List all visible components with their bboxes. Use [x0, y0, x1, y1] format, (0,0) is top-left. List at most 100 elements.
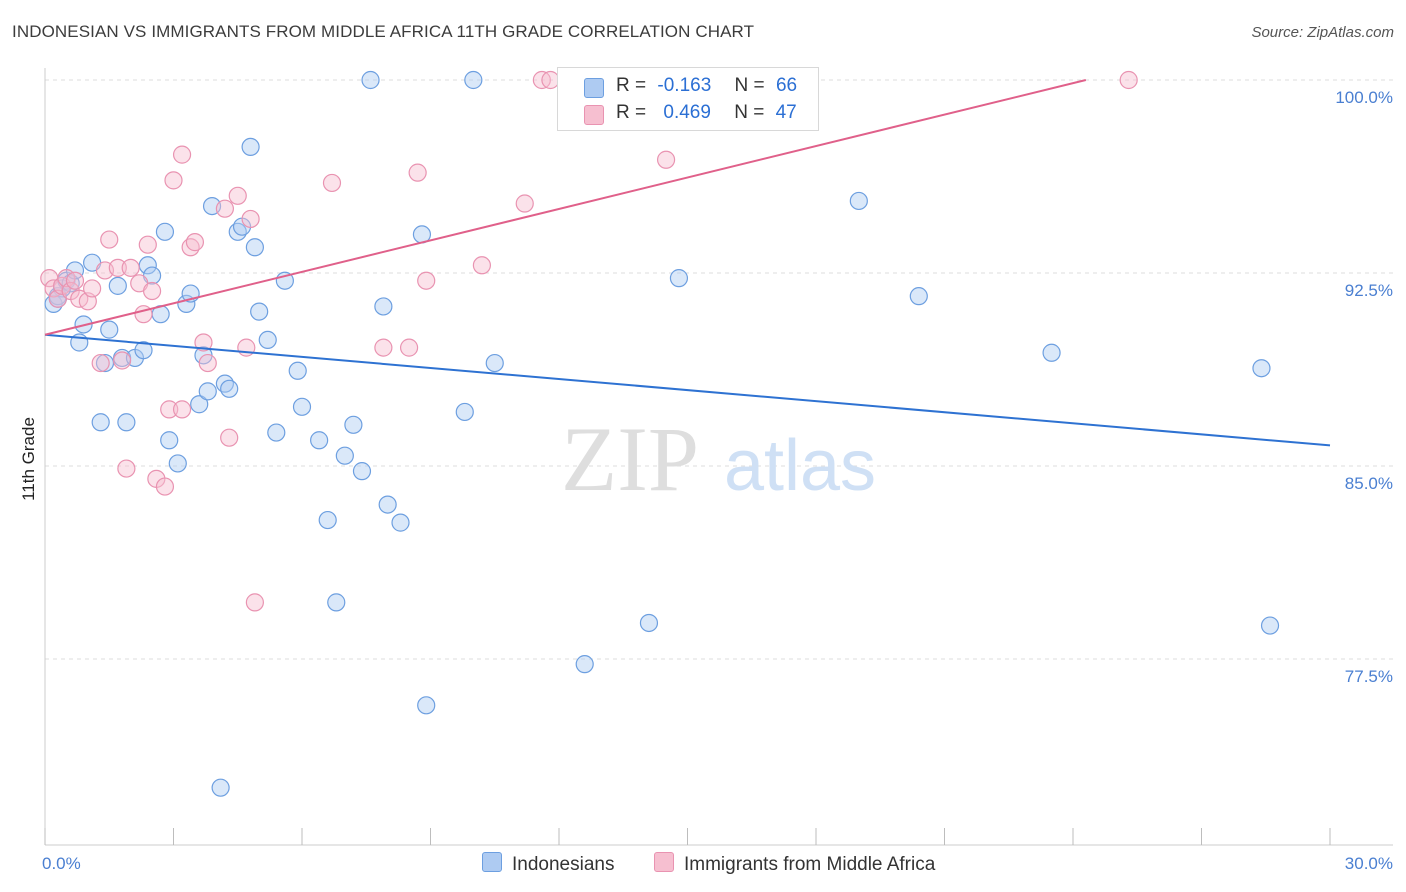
data-point-middle-africa [245, 593, 264, 612]
data-point-middle-africa [83, 279, 102, 298]
series-middle-africa-points [40, 70, 1138, 612]
data-point-middle-africa [417, 271, 436, 290]
data-point-middle-africa [194, 333, 213, 352]
watermark-atlas: atlas [724, 426, 876, 506]
chart-title: INDONESIAN VS IMMIGRANTS FROM MIDDLE AFR… [12, 22, 755, 41]
data-point-indonesians [1252, 359, 1271, 378]
data-point-indonesians [455, 402, 474, 422]
data-point-middle-africa [1119, 70, 1138, 90]
data-point-middle-africa [185, 233, 205, 252]
x-tick-label: 30.0% [1345, 854, 1393, 873]
data-point-indonesians [669, 269, 689, 288]
data-point-indonesians [198, 382, 217, 401]
data-point-middle-africa [198, 353, 217, 373]
data-point-indonesians [220, 379, 239, 398]
data-point-indonesians [100, 320, 119, 339]
data-point-indonesians [292, 397, 312, 416]
data-point-indonesians [250, 302, 269, 321]
x-tick-label: 0.0% [42, 854, 81, 873]
correlation-legend: R = -0.163 N = 66 R = 0.469 N = 47 [557, 67, 819, 131]
y-tick-label: 92.5% [1345, 281, 1393, 300]
data-point-indonesians [241, 137, 260, 157]
data-point-indonesians [190, 395, 209, 414]
trend-line-indonesians [44, 333, 1331, 447]
y-tick-label: 77.5% [1345, 667, 1393, 686]
data-point-middle-africa [117, 459, 136, 478]
legend-swatch-blue [584, 78, 604, 98]
data-point-middle-africa [215, 199, 234, 218]
data-point-indonesians [575, 655, 594, 674]
legend-r-value: -0.163 [657, 75, 712, 96]
data-point-indonesians [155, 222, 175, 241]
data-point-middle-africa [91, 353, 110, 373]
data-point-middle-africa [399, 338, 419, 357]
legend-label-middle-africa: Immigrants from Middle Africa [684, 854, 936, 875]
data-point-middle-africa [160, 400, 179, 419]
data-point-middle-africa [172, 145, 192, 164]
data-point-indonesians [134, 341, 153, 360]
data-point-middle-africa [322, 173, 342, 193]
data-point-middle-africa [138, 235, 157, 254]
y-axis-label: 11th Grade [19, 417, 38, 501]
data-point-indonesians [211, 778, 230, 797]
watermark-zip: ZIP [561, 408, 699, 510]
legend-r-label: R = [616, 75, 647, 96]
data-point-indonesians [327, 593, 346, 612]
legend-swatch-pink [654, 852, 674, 872]
data-point-indonesians [1042, 343, 1061, 362]
legend-row-indonesians: R = -0.163 N = 66 [584, 75, 798, 99]
data-point-indonesians [849, 191, 868, 211]
trend-line-middle-africa [44, 79, 1087, 336]
y-tick-label: 100.0% [1335, 88, 1393, 107]
data-point-middle-africa [108, 258, 127, 277]
data-point-indonesians [485, 353, 504, 373]
tick-labels: 77.5% 85.0% 92.5% 100.0% 0.0% 30.0% [42, 88, 1393, 873]
legend-swatch-pink [584, 105, 604, 125]
data-point-indonesians [91, 413, 110, 432]
legend-swatch-blue [482, 852, 502, 872]
data-point-middle-africa [656, 150, 676, 169]
data-point-middle-africa [172, 400, 192, 419]
data-point-middle-africa [220, 428, 239, 447]
data-point-indonesians [378, 495, 397, 514]
legend-n-label: N = [734, 102, 765, 123]
data-point-indonesians [335, 446, 354, 465]
data-point-indonesians [117, 413, 136, 432]
data-point-indonesians [344, 415, 363, 434]
data-point-indonesians [361, 70, 380, 90]
data-point-indonesians [245, 238, 264, 257]
y-tick-label: 85.0% [1345, 474, 1393, 493]
data-point-indonesians [288, 361, 307, 380]
data-point-middle-africa [472, 256, 491, 275]
data-point-indonesians [352, 462, 372, 481]
legend-item-middle-africa: Immigrants from Middle Africa [654, 852, 935, 876]
data-point-indonesians [258, 330, 277, 350]
trend-lines [44, 79, 1331, 447]
legend-n-label: N = [734, 75, 765, 96]
data-point-indonesians [417, 696, 436, 715]
legend-r-value: 0.469 [663, 102, 711, 123]
data-point-indonesians [318, 510, 337, 530]
data-point-middle-africa [228, 186, 247, 205]
legend-n-value: 47 [775, 102, 797, 123]
data-point-middle-africa [515, 194, 534, 213]
source-label: Source: ZipAtlas.com [1251, 24, 1394, 41]
data-point-middle-africa [374, 338, 393, 357]
watermark: ZIP atlas [561, 408, 876, 510]
data-point-indonesians [909, 287, 928, 306]
axes [44, 68, 1393, 846]
data-point-indonesians [160, 431, 179, 450]
data-point-indonesians [464, 70, 483, 90]
data-point-middle-africa [121, 258, 140, 277]
data-point-indonesians [639, 613, 659, 633]
series-legend: Indonesians Immigrants from Middle Afric… [0, 852, 1406, 878]
data-point-middle-africa [408, 163, 427, 182]
data-point-indonesians [374, 297, 393, 316]
data-point-indonesians [391, 513, 410, 532]
legend-n-value: 66 [775, 75, 798, 96]
data-point-indonesians [267, 423, 286, 442]
data-point-middle-africa [100, 230, 119, 249]
data-point-middle-africa [112, 351, 132, 370]
data-point-indonesians [108, 276, 127, 295]
